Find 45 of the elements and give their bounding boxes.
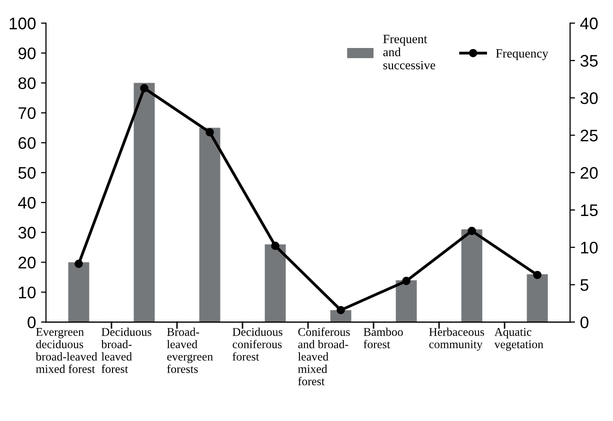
y2-tick-label: 30 xyxy=(580,92,598,104)
point xyxy=(206,128,214,136)
legend-label: Frequency xyxy=(496,49,548,60)
bar xyxy=(264,244,286,322)
y-tick-label: 0 xyxy=(28,316,36,328)
y-tick-label: 100 xyxy=(10,18,36,30)
y-tick-label: 80 xyxy=(18,77,36,90)
x-tick-label: Broad- leaved evergreen forests xyxy=(166,328,213,373)
x-tick-label: Deciduous coniferous forest xyxy=(232,328,282,361)
x-tick-label: Deciduous broad- leaved forest xyxy=(101,328,152,373)
y2-tick-label: 25 xyxy=(580,130,598,142)
y-tick-label: 40 xyxy=(18,196,36,209)
point xyxy=(468,226,476,236)
point xyxy=(140,84,148,92)
y2-tick-label: 20 xyxy=(580,167,598,179)
point xyxy=(533,270,542,280)
bar xyxy=(396,280,417,322)
x-tick-label: Coniferous and broad- leaved mixed forest xyxy=(298,328,350,386)
y2-tick-label: 10 xyxy=(581,242,598,254)
y2-tick-label: 35 xyxy=(580,54,598,67)
y-tick-label: 70 xyxy=(18,107,36,120)
point xyxy=(74,260,83,268)
point xyxy=(336,306,345,314)
y2-tick-label: 5 xyxy=(580,279,588,291)
bar xyxy=(134,82,155,322)
legend-label: Frequent and successive xyxy=(383,34,436,70)
x-tick-label: Herbaceous community xyxy=(429,328,484,351)
bar xyxy=(461,229,482,322)
bar xyxy=(199,128,220,322)
bar xyxy=(68,262,90,322)
y2-tick-label: 40 xyxy=(580,18,598,30)
point xyxy=(402,276,410,286)
y-tick-label: 20 xyxy=(18,256,36,268)
point xyxy=(271,242,280,250)
y-tick-label: 30 xyxy=(18,226,36,239)
x-tick-label: Bamboo forest xyxy=(364,328,403,348)
x-tick-label: Aquatic vegetation xyxy=(494,328,544,351)
y-tick-label: 10 xyxy=(18,286,36,298)
y-tick-label: 50 xyxy=(18,167,36,179)
bar xyxy=(526,274,548,322)
y2-tick-label: 15 xyxy=(581,204,598,216)
x-tick-label: Evergreen deciduous broad-leaved mixed forest xyxy=(36,328,98,373)
y-tick-label: 60 xyxy=(18,137,36,149)
y2-tick-label: 0 xyxy=(580,316,588,328)
y-tick-label: 90 xyxy=(18,47,36,60)
